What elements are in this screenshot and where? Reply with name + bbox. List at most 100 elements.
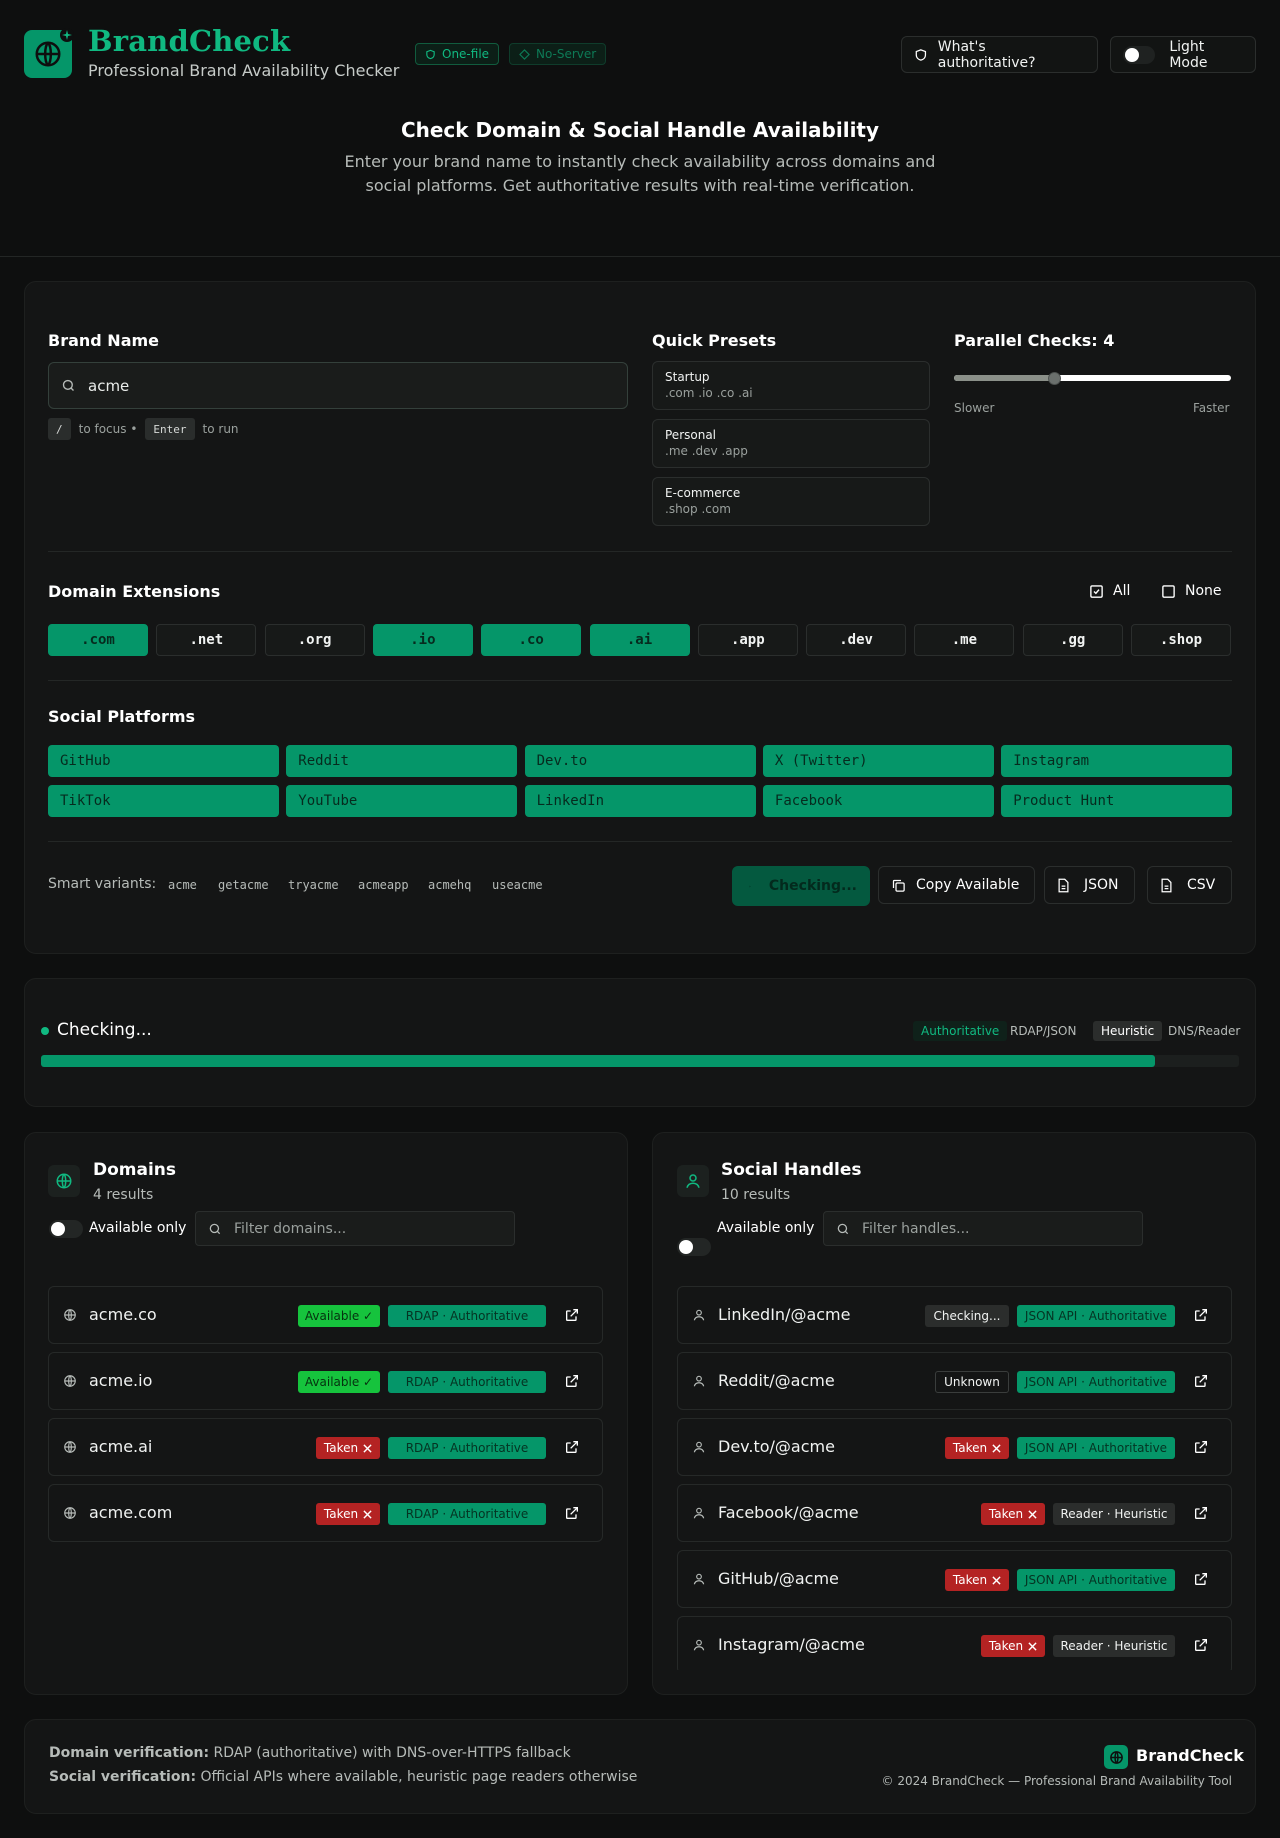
slider-min-label: Slower: [954, 401, 995, 415]
open-link-button[interactable]: [564, 1307, 580, 1323]
footer-copyright: © 2024 BrandCheck — Professional Brand A…: [881, 1774, 1232, 1788]
domain-result-row: acme.io Available ✓ RDAP · Authoritative: [48, 1352, 603, 1410]
extension-chip[interactable]: .net: [156, 624, 257, 656]
filter-handles-input[interactable]: Filter handles...: [823, 1211, 1143, 1246]
extension-chip[interactable]: .app: [697, 624, 798, 656]
status-dot: [41, 1027, 49, 1035]
x-icon: [992, 1575, 1001, 1585]
filter-domains-input[interactable]: Filter domains...: [195, 1211, 515, 1246]
progress-status: Checking...: [57, 1020, 152, 1040]
platform-chip[interactable]: Reddit: [286, 745, 518, 777]
preset-personal[interactable]: Personal .me .dev .app: [652, 419, 930, 468]
extension-chip[interactable]: .co: [481, 624, 582, 656]
open-link-button[interactable]: [1193, 1571, 1209, 1587]
external-link-icon: [566, 1309, 578, 1321]
extension-chip[interactable]: .org: [264, 624, 365, 656]
platform-chip[interactable]: Dev.to: [524, 745, 756, 777]
extension-chip[interactable]: .dev: [806, 624, 907, 656]
parallel-checks-slider[interactable]: [954, 372, 1231, 385]
variant-chip[interactable]: tryacme: [288, 878, 339, 892]
shield-icon: [426, 49, 435, 59]
external-link-icon: [1195, 1309, 1207, 1321]
open-link-button[interactable]: [564, 1439, 580, 1455]
status-badge: Taken: [981, 1635, 1045, 1657]
status-badge: Checking...: [925, 1305, 1009, 1327]
slider-handle[interactable]: [1048, 372, 1061, 385]
platform-chip[interactable]: YouTube: [286, 785, 518, 817]
external-link-icon: [1195, 1375, 1207, 1387]
brand-name-label: Brand Name: [48, 331, 160, 350]
open-link-button[interactable]: [1193, 1373, 1209, 1389]
one-file-badge: One-file: [415, 43, 500, 65]
platform-chip[interactable]: Instagram: [1001, 745, 1233, 777]
platform-chip[interactable]: X (Twitter): [762, 745, 994, 777]
checkbox-empty-icon: [1162, 584, 1175, 598]
status-badge: Taken: [945, 1437, 1009, 1459]
status-badge: Available ✓: [298, 1305, 380, 1327]
copy-available-button[interactable]: Copy Available: [878, 866, 1035, 904]
variant-chip[interactable]: acmehq: [428, 878, 472, 892]
theme-switch[interactable]: [1123, 45, 1156, 64]
handle-result-row: GitHub/@acme Taken JSON API · Authoritativ…: [677, 1550, 1232, 1608]
platform-chip[interactable]: TikTok: [48, 785, 279, 817]
extension-chip[interactable]: .me: [914, 624, 1015, 656]
extension-chip[interactable]: .com: [48, 624, 148, 656]
export-json-button[interactable]: JSON: [1044, 866, 1135, 904]
user-icon: [693, 1309, 705, 1321]
platform-chip[interactable]: GitHub: [48, 745, 279, 777]
open-link-button[interactable]: [1193, 1439, 1209, 1455]
domains-available-only-toggle[interactable]: [49, 1220, 83, 1238]
enter-key: Enter: [145, 418, 195, 440]
globe-icon: [64, 1441, 76, 1453]
extension-chip[interactable]: .gg: [1022, 624, 1123, 656]
status-badge: Available ✓: [298, 1371, 380, 1393]
brand-name-value[interactable]: acme: [88, 376, 130, 395]
social-available-only-label: Available only: [717, 1220, 815, 1236]
preset-startup[interactable]: Startup .com .io .co .ai: [652, 361, 930, 410]
handle-result-row: Dev.to/@acme Taken JSON API · Authoritativ…: [677, 1418, 1232, 1476]
open-link-button[interactable]: [1193, 1307, 1209, 1323]
preset-ecommerce[interactable]: E-commerce .shop .com: [652, 477, 930, 526]
user-icon: [693, 1375, 705, 1387]
variant-chip[interactable]: acme: [168, 878, 197, 892]
select-none-button[interactable]: None: [1161, 583, 1222, 599]
open-link-button[interactable]: [1193, 1637, 1209, 1653]
social-available-only-toggle[interactable]: [677, 1238, 711, 1256]
play-icon: [749, 885, 751, 887]
select-all-button[interactable]: All: [1089, 583, 1130, 599]
search-icon: [837, 1223, 849, 1234]
open-link-button[interactable]: [564, 1505, 580, 1521]
app-tagline: Professional Brand Availability Checker: [88, 61, 400, 80]
extension-chip[interactable]: .io: [372, 624, 473, 656]
result-name: GitHub/@acme: [718, 1569, 839, 1588]
result-name: Dev.to/@acme: [718, 1437, 835, 1456]
platform-chip[interactable]: Product Hunt: [1001, 785, 1233, 817]
open-link-button[interactable]: [1193, 1505, 1209, 1521]
user-icon: [686, 1174, 700, 1188]
user-icon: [693, 1639, 705, 1651]
variant-chip[interactable]: getacme: [218, 878, 269, 892]
variant-chip[interactable]: useacme: [492, 878, 543, 892]
checking-button[interactable]: Checking...: [732, 866, 870, 906]
app-logo: [24, 28, 74, 78]
result-name: Facebook/@acme: [718, 1503, 859, 1522]
footer-social-verification: Social verification: Official APIs where…: [49, 1769, 638, 1785]
extension-chip[interactable]: .shop: [1131, 624, 1231, 656]
sparkle-icon: [60, 28, 74, 42]
source-badge: RDAP · Authoritative: [388, 1437, 546, 1459]
authoritative-legend: RDAP/JSON: [1010, 1024, 1077, 1038]
theme-toggle-button[interactable]: Light Mode: [1110, 36, 1256, 73]
extension-chip[interactable]: .ai: [589, 624, 690, 656]
variant-chip[interactable]: acmeapp: [358, 878, 409, 892]
result-name: acme.ai: [89, 1437, 153, 1456]
x-icon: [363, 1509, 372, 1519]
open-link-button[interactable]: [564, 1373, 580, 1389]
whats-authoritative-button[interactable]: What's authoritative?: [901, 36, 1098, 73]
external-link-icon: [1195, 1441, 1207, 1453]
export-csv-button[interactable]: CSV: [1147, 866, 1232, 904]
brand-name-input[interactable]: acme: [48, 362, 628, 409]
footer-brand: BrandCheck: [1136, 1746, 1244, 1765]
user-icon: [693, 1441, 705, 1453]
platform-chip[interactable]: Facebook: [762, 785, 994, 817]
platform-chip[interactable]: LinkedIn: [524, 785, 756, 817]
